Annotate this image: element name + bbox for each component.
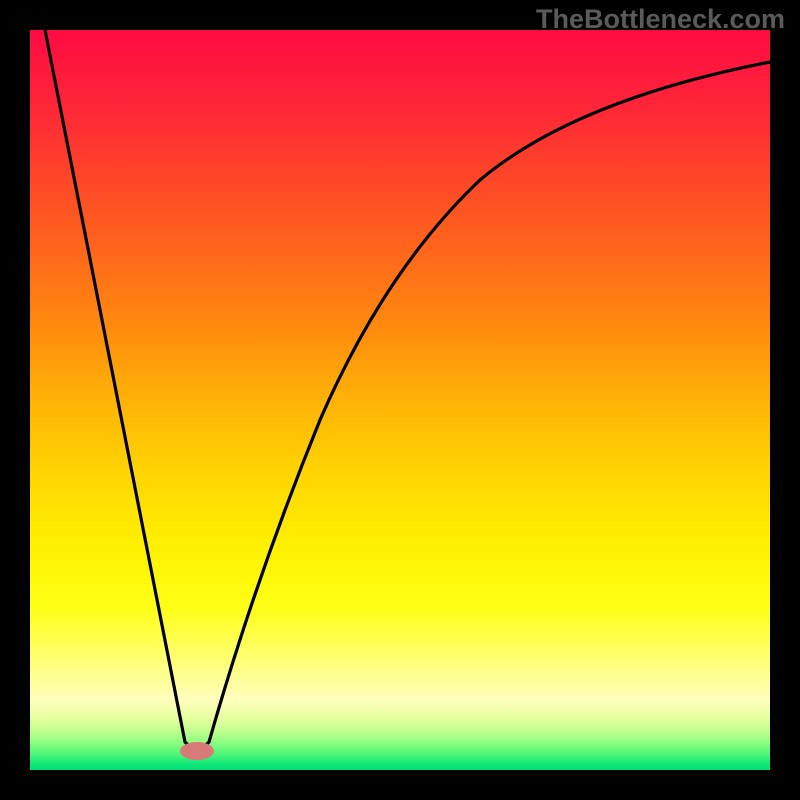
plot-area [30,30,770,770]
watermark-text: TheBottleneck.com [536,4,785,35]
plot-background [30,30,770,770]
chart-container: TheBottleneck.com [0,0,800,800]
minimum-marker [180,742,214,760]
plot-svg [30,30,770,770]
